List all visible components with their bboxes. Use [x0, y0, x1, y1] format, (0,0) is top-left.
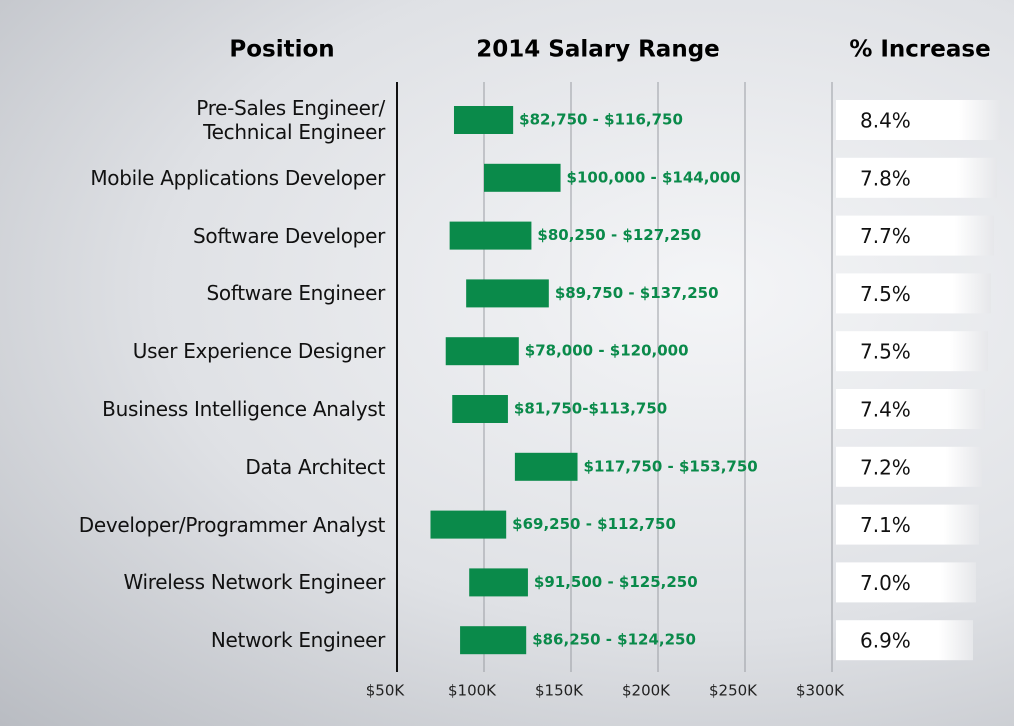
increase-cell: [836, 504, 979, 545]
category-label: Network Engineer: [210, 628, 385, 653]
category-label: Data Architect: [245, 454, 385, 479]
bar: [514, 452, 578, 481]
increase-cell: [836, 215, 994, 256]
bar: [452, 395, 508, 423]
increase-value: 7.5%: [860, 340, 911, 364]
bar: [484, 163, 561, 192]
increase-value: 7.2%: [860, 455, 911, 479]
bar: [466, 279, 549, 308]
category-label: Pre-Sales Engineer/ Technical Engineer: [196, 96, 385, 144]
increase-cell: [836, 562, 976, 603]
increase-cell: [836, 273, 991, 314]
x-tick-label: $300K: [796, 682, 845, 700]
increase-value: 7.8%: [860, 166, 911, 190]
bar: [430, 510, 507, 539]
category-label: Business Intelligence Analyst: [102, 397, 385, 421]
increase-value: 7.1%: [860, 513, 911, 537]
category-label: Software Engineer: [206, 281, 386, 306]
column-header: % Increase: [849, 37, 990, 63]
category-label: User Experience Designer: [132, 339, 386, 364]
bar: [445, 337, 519, 366]
increase-cell: [836, 157, 997, 198]
increase-value: 7.7%: [860, 224, 911, 248]
bar-label: $78,000 - $120,000: [525, 342, 689, 360]
category-label: Mobile Applications Developer: [90, 165, 385, 190]
category-label: Software Developer: [193, 223, 385, 248]
increase-cell: [836, 331, 988, 372]
x-tick-label: $100K: [448, 682, 497, 700]
bar-label: $82,750 - $116,750: [519, 111, 683, 129]
bar: [453, 106, 514, 134]
bar-label: $81,750-$113,750: [514, 400, 667, 418]
increase-value: 7.0%: [860, 571, 911, 595]
x-tick-label: $150K: [535, 682, 584, 700]
increase-cell: [836, 620, 973, 661]
increase-cell: [836, 446, 982, 487]
category-label: Wireless Network Engineer: [123, 570, 386, 595]
increase-cell: [836, 100, 1000, 140]
bar: [449, 221, 532, 250]
column-header: 2014 Salary Range: [476, 37, 720, 63]
bar-label: $80,250 - $127,250: [537, 226, 701, 244]
increase-value: 7.4%: [860, 398, 911, 422]
bar-label: $86,250 - $124,250: [532, 631, 696, 649]
bar-label: $91,500 - $125,250: [534, 573, 698, 591]
column-header: Position: [229, 37, 334, 63]
x-tick-label: $200K: [622, 682, 671, 700]
category-label: Developer/Programmer Analyst: [78, 512, 386, 537]
bar-label: $117,750 - $153,750: [584, 457, 758, 475]
increase-value: 6.9%: [860, 629, 911, 653]
x-tick-label: $50K: [366, 682, 406, 700]
increase-cell: [836, 389, 985, 429]
bar-label: $89,750 - $137,250: [555, 284, 719, 302]
bar: [460, 626, 527, 655]
increase-value: 7.5%: [860, 282, 911, 306]
bar: [469, 568, 528, 597]
bar-label: $100,000 - $144,000: [567, 168, 741, 186]
increase-value: 8.4%: [860, 109, 911, 133]
x-tick-label: $250K: [709, 682, 758, 700]
bar-label: $69,250 - $112,750: [512, 515, 676, 533]
